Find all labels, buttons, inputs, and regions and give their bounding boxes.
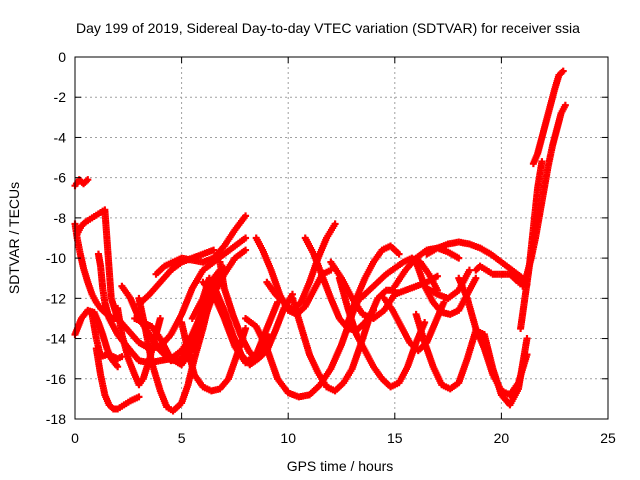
- y-tick-label: -14: [46, 331, 66, 347]
- data-series-20: [263, 220, 339, 314]
- data-series-34: [472, 262, 531, 288]
- y-tick-label: -18: [46, 411, 66, 427]
- data-point: [156, 314, 164, 322]
- data-point: [114, 363, 122, 371]
- data-point: [242, 325, 250, 332]
- chart-title: Day 199 of 2019, Sidereal Day-to-day VTE…: [76, 20, 580, 36]
- y-tick-label: -6: [54, 170, 67, 186]
- data-series-5: [88, 310, 126, 363]
- y-tick-label: 0: [58, 49, 66, 65]
- data-series-22: [288, 286, 399, 395]
- data-point: [395, 250, 403, 258]
- data-points-layer: [71, 67, 569, 415]
- y-tick-label: -12: [46, 290, 66, 306]
- x-axis-label: GPS time / hours: [287, 458, 394, 474]
- y-axis-label: SDTVAR / TECUs: [6, 182, 22, 294]
- ticks-layer: 0 5 10 15 20 25 0 -2 -4 -6 -8 -10 -12 -14 -16 -18: [46, 49, 616, 446]
- x-tick-label: 5: [178, 430, 186, 446]
- y-tick-label: -2: [54, 89, 67, 105]
- data-point: [210, 246, 218, 254]
- data-point: [455, 254, 463, 262]
- data-point: [538, 158, 546, 166]
- data-point: [472, 274, 480, 282]
- data-point: [561, 101, 569, 109]
- data-series-3: [71, 306, 122, 371]
- data-series-30: [412, 258, 480, 318]
- x-tick-label: 15: [387, 430, 403, 446]
- data-series-31: [423, 238, 527, 282]
- x-tick-label: 25: [600, 430, 616, 446]
- x-tick-label: 10: [280, 430, 296, 446]
- data-series-37: [529, 67, 567, 168]
- data-point: [135, 393, 143, 401]
- data-point: [242, 234, 250, 242]
- data-point: [242, 246, 250, 254]
- data-point: [559, 67, 567, 75]
- x-tick-label: 0: [71, 430, 79, 446]
- data-series-13: [152, 212, 250, 278]
- data-point: [523, 351, 531, 359]
- data-point: [523, 335, 531, 343]
- x-tick-label: 20: [494, 430, 510, 446]
- data-point: [331, 220, 339, 228]
- data-series-36: [519, 101, 569, 290]
- y-tick-label: -4: [54, 129, 67, 145]
- data-point: [465, 266, 473, 274]
- data-series-33: [455, 274, 531, 399]
- data-series-7: [92, 345, 143, 413]
- data-point: [433, 272, 441, 280]
- y-tick-label: -16: [46, 371, 66, 387]
- data-series-1: [71, 176, 92, 190]
- data-point: [84, 176, 92, 184]
- data-point: [421, 318, 429, 326]
- data-point: [242, 212, 250, 220]
- data-series-12: [135, 264, 228, 415]
- y-tick-label: -8: [54, 210, 67, 226]
- plot-frame: [74, 56, 609, 420]
- data-series-4: [73, 206, 250, 353]
- y-tick-label: -10: [46, 250, 66, 266]
